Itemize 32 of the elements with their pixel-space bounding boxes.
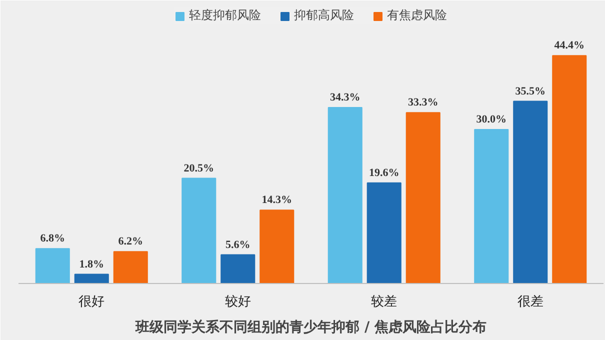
data-label: 6.8% — [40, 232, 65, 245]
data-label: 6.2% — [118, 236, 143, 248]
data-label: 5.6% — [226, 238, 250, 251]
data-label: 35.5% — [515, 85, 546, 98]
legend-label: 抑郁高风险 — [294, 7, 354, 24]
bar — [220, 254, 256, 284]
bar — [35, 248, 70, 284]
data-label: 19.6% — [369, 166, 400, 179]
bar — [182, 178, 216, 284]
bar — [366, 182, 402, 284]
data-label: 30.0% — [476, 114, 506, 126]
x-tick-label: 很好 — [78, 294, 105, 310]
data-label: 20.5% — [184, 162, 214, 174]
bar — [113, 251, 148, 284]
bar — [513, 100, 548, 284]
data-label: 34.3% — [330, 91, 360, 104]
x-tick-label: 较差 — [371, 294, 398, 310]
bar — [260, 210, 294, 284]
bar — [74, 274, 109, 284]
data-label: 33.3% — [408, 96, 438, 109]
x-tick-label: 较好 — [224, 294, 251, 310]
bar — [552, 55, 587, 284]
bar — [406, 112, 440, 284]
text: 班级同学关系不同组别的青少年抑郁 / 焦虑风险占比分布 — [134, 318, 486, 336]
data-label: 44.4% — [554, 40, 584, 52]
bar — [328, 106, 362, 284]
data-label: 14.3% — [262, 194, 292, 206]
legend-label: 轻度抑郁风险 — [189, 7, 261, 24]
x-tick-label: 很差 — [517, 294, 544, 310]
legend-label: 有焦虑风险 — [387, 7, 447, 24]
bar — [474, 129, 509, 284]
data-label: 1.8% — [79, 258, 104, 270]
